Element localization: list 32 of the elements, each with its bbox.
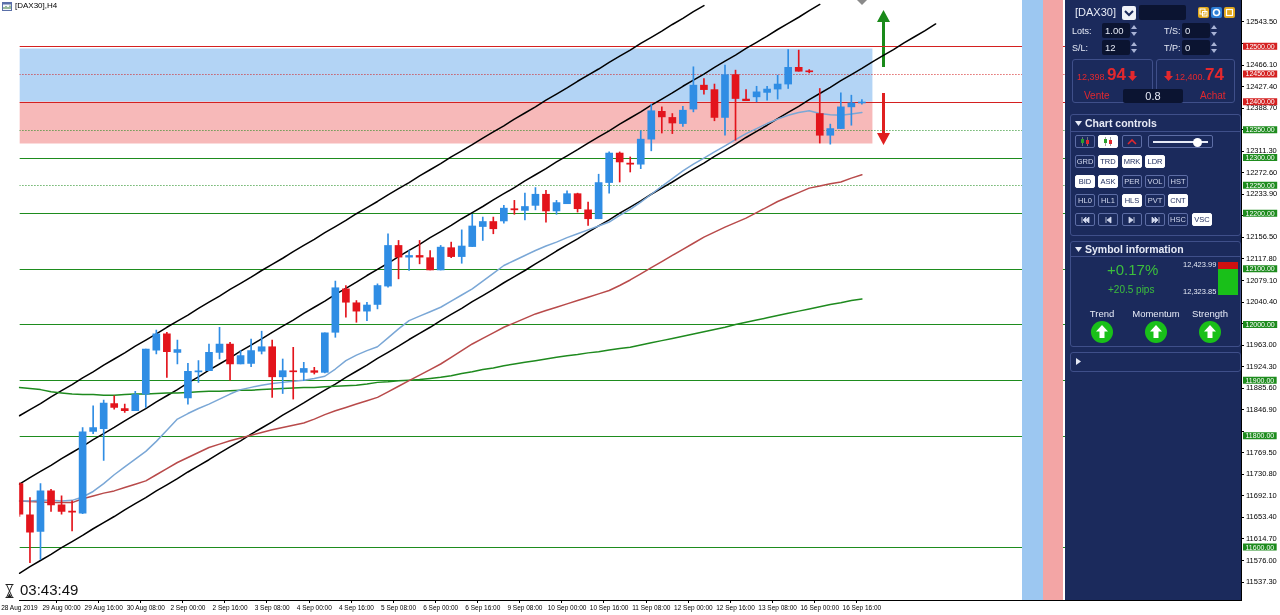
candlestick: [278, 358, 287, 394]
annotation: Momentum: [1132, 308, 1180, 319]
number-field: 1.00: [1102, 23, 1130, 38]
annotation: +0.17%: [1107, 261, 1159, 278]
candlestick: [289, 346, 298, 400]
annotation: 03:43:49: [20, 581, 79, 598]
candlestick: [626, 156, 635, 173]
number-field: 12: [1102, 40, 1130, 55]
annotation: S/L:: [1072, 43, 1089, 54]
annotation: 12,398.94: [1077, 65, 1126, 86]
annotation: Lots:: [1072, 26, 1092, 37]
number-field: 0: [1182, 23, 1210, 38]
chart-title: [DAX30],H4: [15, 1, 58, 11]
candlestick: [478, 216, 487, 241]
candlestick: [794, 49, 803, 72]
annotation: Symbol information: [1085, 243, 1184, 255]
annotation: [DAX30]: [1075, 5, 1116, 19]
annotation: Trend: [1089, 308, 1115, 319]
candlestick: [763, 85, 771, 101]
annotation: +20.5 pips: [1108, 284, 1155, 296]
candlestick: [521, 192, 529, 221]
candlestick: [26, 497, 34, 564]
annotation: 12,400.74: [1175, 65, 1224, 86]
candlestick: [89, 405, 97, 434]
annotation: Chart controls: [1085, 117, 1157, 129]
annotation: Vente: [1084, 90, 1110, 102]
annotation: T/P:: [1164, 43, 1181, 54]
number-field: 0.8: [1123, 89, 1183, 103]
annotation: T/S:: [1164, 26, 1181, 37]
annotation: Achat: [1200, 90, 1226, 102]
annotation: Strength: [1192, 308, 1228, 319]
number-field: 0: [1182, 40, 1210, 55]
